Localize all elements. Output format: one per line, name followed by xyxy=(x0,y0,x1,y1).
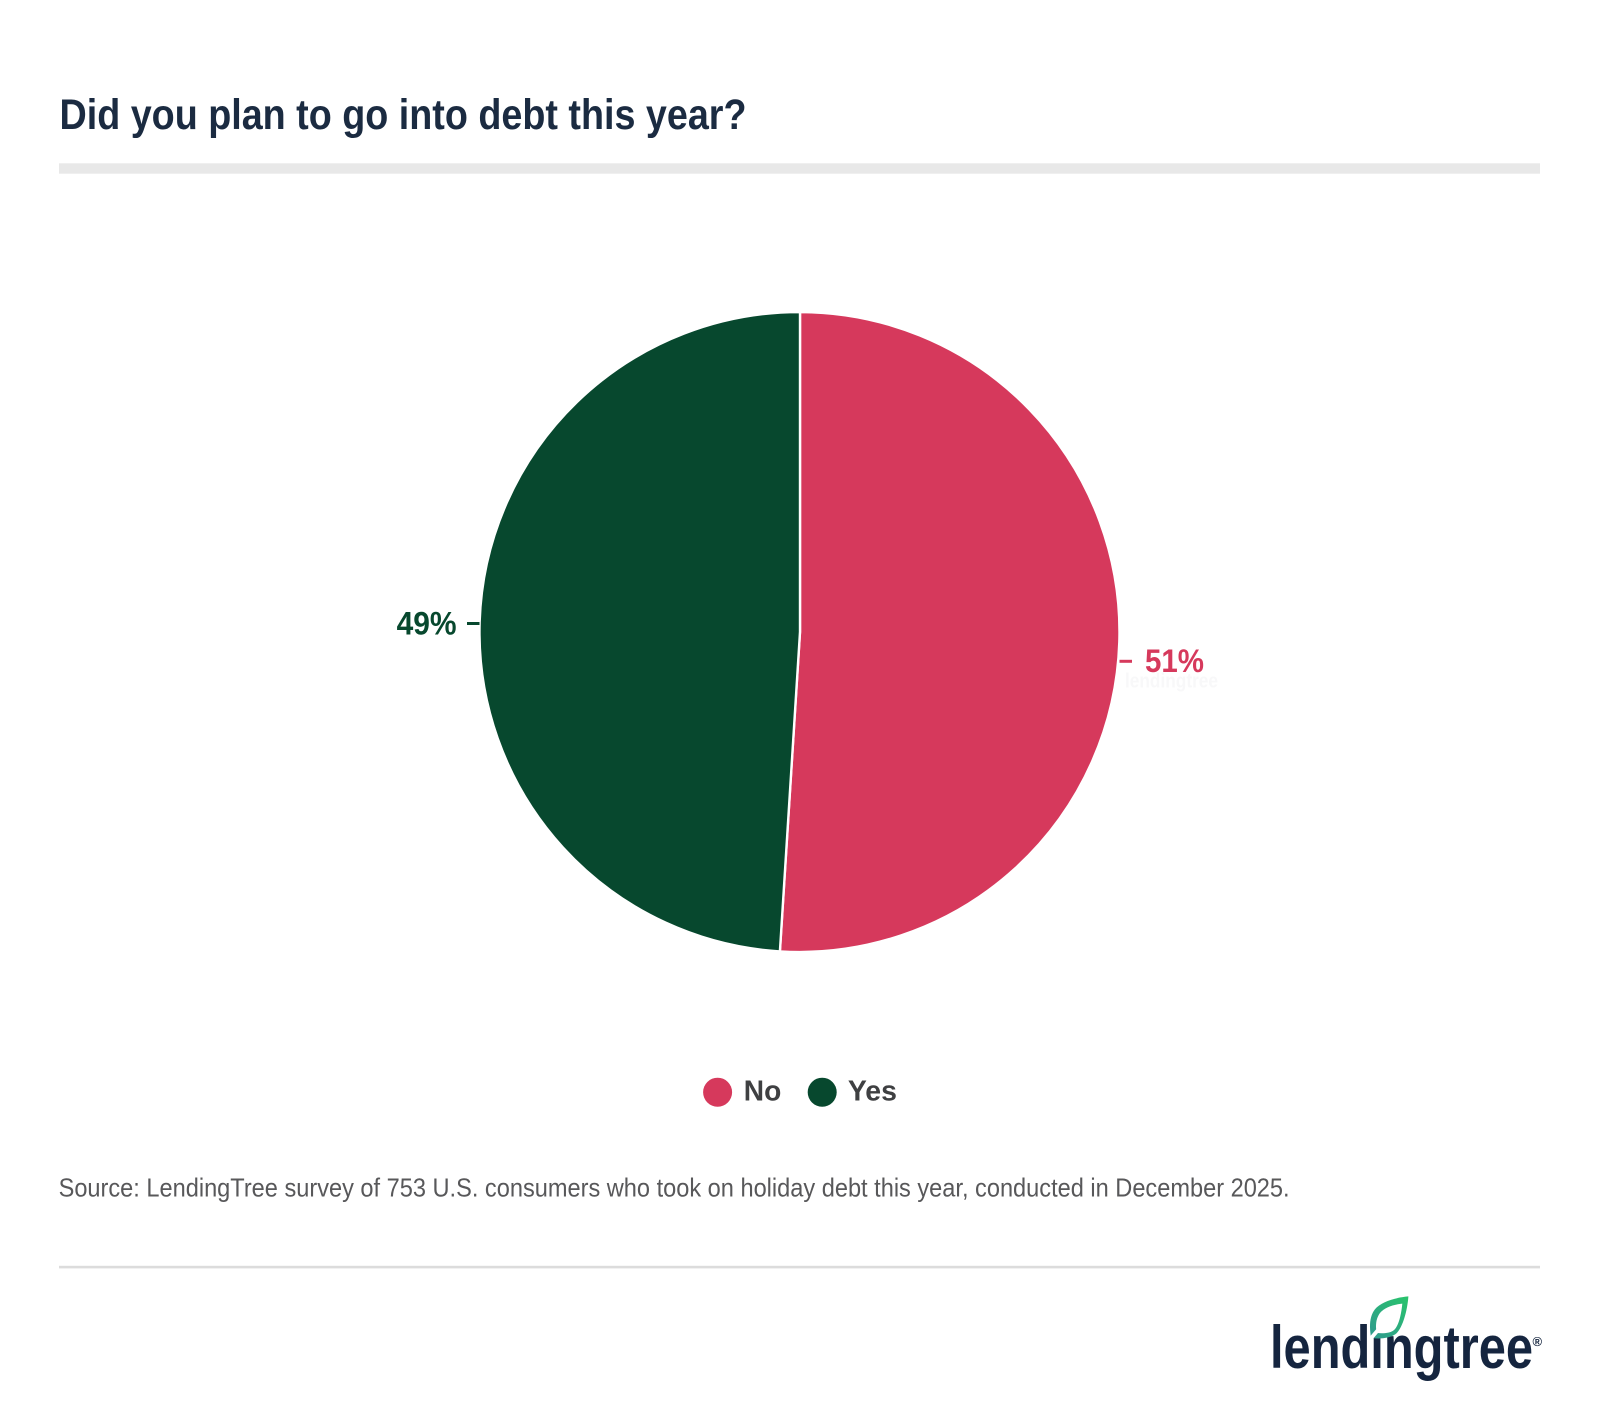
svg-text:lendingtree: lendingtree xyxy=(1125,671,1218,693)
svg-text:No: No xyxy=(744,1076,782,1108)
svg-text:Did you plan to go into debt t: Did you plan to go into debt this year? xyxy=(60,91,747,139)
svg-text:49%: 49% xyxy=(397,606,457,642)
svg-text:®: ® xyxy=(1533,1334,1543,1349)
svg-text:Yes: Yes xyxy=(848,1076,897,1108)
svg-text:Source: LendingTree survey of: Source: LendingTree survey of 753 U.S. c… xyxy=(59,1173,1290,1203)
svg-text:51%: 51% xyxy=(1145,643,1204,679)
